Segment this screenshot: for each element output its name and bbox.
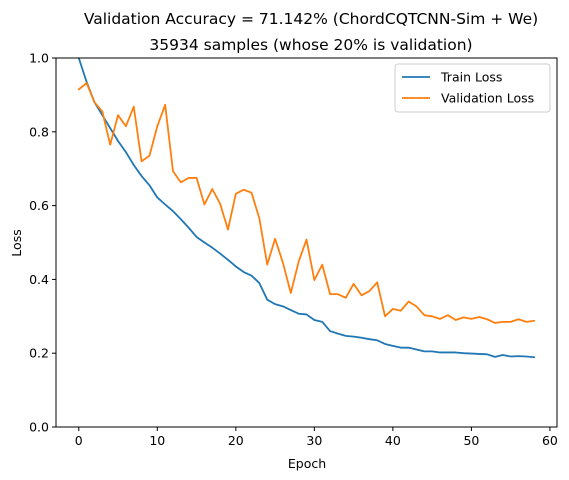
legend-label-train-loss: Train Loss: [440, 70, 502, 85]
plot-area: 0 10 20 30 40 50 60 0.0 0.2 0.4 0.6 0.8 1.0: [29, 51, 558, 449]
y-tick-label: 0.8: [29, 124, 49, 139]
y-tick-label: 0.0: [29, 420, 49, 435]
x-tick-label: 30: [306, 433, 322, 448]
x-tick-label: 20: [228, 433, 244, 448]
x-tick-label: 40: [385, 433, 401, 448]
series-line-validation-loss: [77, 82, 536, 324]
x-tick-label: 0: [75, 433, 83, 448]
y-tick-label: 0.4: [29, 272, 49, 287]
y-tick-label: 0.2: [29, 346, 49, 361]
x-axis-ticks: 0 10 20 30 40 50 60: [75, 427, 558, 448]
y-tick-label: 0.6: [29, 198, 49, 213]
x-tick-label: 50: [463, 433, 479, 448]
legend-box: [394, 63, 551, 113]
y-axis-label: Loss: [9, 229, 24, 256]
chart-title: Validation Accuracy = 71.142% (ChordCQTC…: [84, 10, 538, 28]
chart-subtitle: 35934 samples (whose 20% is validation): [149, 36, 472, 54]
x-tick-label: 60: [542, 433, 558, 448]
y-tick-label: 1.0: [29, 51, 49, 66]
series-line-train-loss: [77, 58, 536, 359]
y-axis-ticks: 0.0 0.2 0.4 0.6 0.8 1.0: [29, 51, 56, 435]
x-tick-label: 10: [149, 433, 165, 448]
legend: Train Loss Validation Loss: [394, 63, 551, 113]
plot-frame: [55, 57, 558, 428]
series-layer: [77, 58, 536, 359]
x-axis-label: Epoch: [288, 456, 326, 471]
legend-label-validation-loss: Validation Loss: [441, 91, 534, 106]
